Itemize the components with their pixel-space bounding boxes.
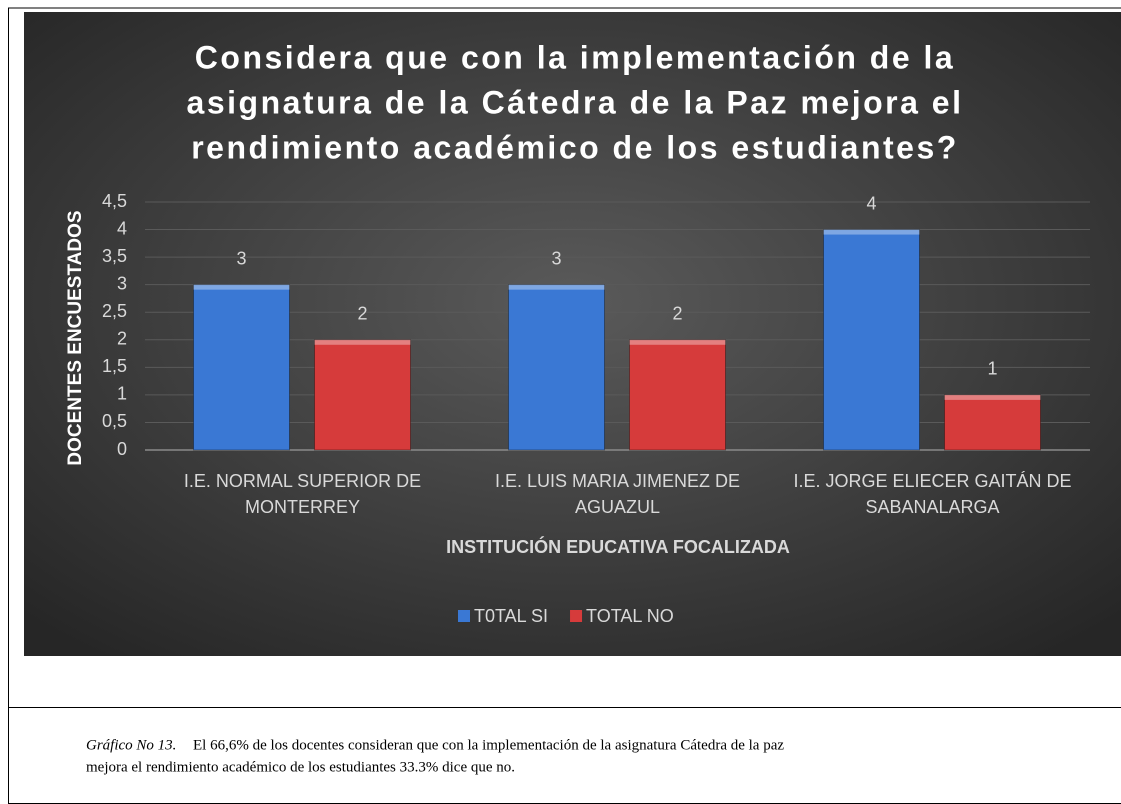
bar-highlight: [314, 339, 411, 345]
y-tick-label: 3,5: [102, 246, 127, 266]
bar-highlight: [823, 229, 920, 235]
data-label: 3: [551, 248, 561, 268]
legend-label: T0TAL SI: [474, 606, 548, 626]
bar-highlight: [508, 284, 605, 290]
legend-swatch: [458, 610, 470, 622]
bar-highlight: [193, 284, 290, 290]
legend-label: TOTAL NO: [586, 606, 674, 626]
x-axis-title: INSTITUCIÓN EDUCATIVA FOCALIZADA: [446, 536, 790, 557]
y-tick-label: 4,5: [102, 191, 127, 211]
legend-swatch: [570, 610, 583, 622]
bar: [314, 339, 411, 450]
y-tick-label: 3: [117, 273, 127, 293]
caption-text: El 66,6% de los docentes consideran que …: [193, 737, 784, 753]
y-tick-label: 4: [117, 218, 127, 238]
y-tick-label: 0,5: [102, 411, 127, 431]
bar: [823, 229, 920, 450]
bar-shade: [193, 284, 290, 451]
y-axis-title: DOCENTES ENCUESTADOS: [65, 210, 86, 465]
x-tick-label: I.E. JORGE ELIECER GAITÁN DE SABANALARGA: [793, 471, 1072, 517]
data-label: 2: [357, 304, 367, 324]
caption-text: mejora el rendimiento académico de los e…: [86, 759, 515, 775]
x-tick-label-box: I.E. NORMAL SUPERIOR DE MONTERREY: [183, 471, 422, 517]
y-tick-label: 0: [117, 439, 127, 459]
x-tick-label: I.E. LUIS MARIA JIMENEZ DE AGUAZUL: [494, 471, 741, 517]
bar: [944, 394, 1041, 450]
data-label: 2: [672, 304, 682, 324]
bar-highlight: [629, 339, 726, 345]
bar-shade: [629, 339, 726, 451]
caption-label: Gráfico No 13.: [86, 737, 176, 753]
bar: [629, 339, 726, 450]
data-label: 3: [236, 248, 246, 268]
bar-highlight: [944, 394, 1041, 400]
bar: [508, 284, 605, 450]
data-label: 4: [866, 193, 876, 213]
bar-shade: [944, 394, 1041, 451]
x-tick-label-box: I.E. JORGE ELIECER GAITÁN DE SABANALARGA: [793, 471, 1072, 517]
chart-title: asignatura de la Cátedra de la Paz mejor…: [187, 84, 964, 120]
y-tick-label: 1,5: [102, 356, 127, 376]
bar-shade: [508, 284, 605, 451]
y-tick-label: 2,5: [102, 301, 127, 321]
chart-title: rendimiento académico de los estudiantes…: [191, 129, 959, 165]
y-tick-label: 1: [117, 384, 127, 404]
x-tick-label-box: I.E. LUIS MARIA JIMENEZ DE AGUAZUL: [494, 471, 741, 517]
bar-shade: [314, 339, 411, 451]
bar-shade: [823, 229, 920, 451]
y-tick-label: 2: [117, 329, 127, 349]
bar: [193, 284, 290, 450]
chart-title: Considera que con la implementación de l…: [195, 39, 955, 75]
data-label: 1: [987, 359, 997, 379]
x-tick-label: I.E. NORMAL SUPERIOR DE MONTERREY: [183, 471, 422, 517]
